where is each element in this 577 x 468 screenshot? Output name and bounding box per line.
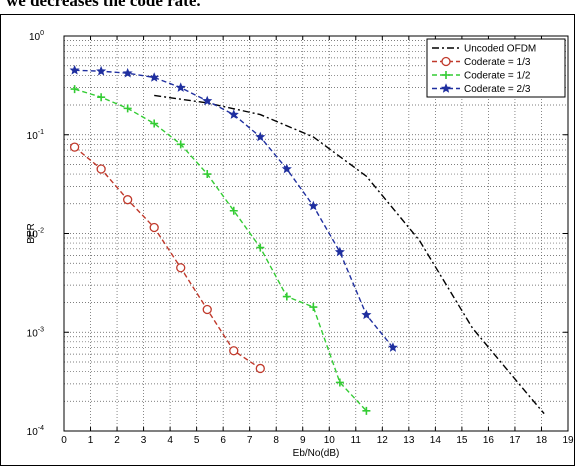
marker-circle <box>255 363 265 374</box>
legend: Uncoded OFDM Coderate = 1/3 Coderate = 1/2… <box>426 38 566 98</box>
marker-plus <box>229 206 238 215</box>
series-3 <box>69 64 398 352</box>
series-line <box>154 94 545 415</box>
marker-plus <box>362 406 371 415</box>
x-tick-label: 1 <box>88 435 94 446</box>
series-1 <box>69 142 265 374</box>
marker-plus <box>150 119 159 128</box>
x-tick-label: 0 <box>61 435 67 446</box>
marker-plus <box>282 292 291 301</box>
series-line <box>74 146 261 370</box>
grid-lines <box>64 36 568 431</box>
marker-plus <box>123 104 132 113</box>
x-tick-label: 15 <box>456 435 468 446</box>
marker-circle <box>96 164 106 174</box>
marker-plus <box>442 71 450 79</box>
marker-circle <box>441 56 451 67</box>
x-tick-label: 17 <box>509 435 521 446</box>
x-tick-label: 12 <box>377 435 389 446</box>
marker-plus <box>309 303 318 312</box>
series-0 <box>154 94 545 415</box>
marker-star <box>334 246 345 257</box>
legend-item: Coderate = 1/2 <box>432 71 531 82</box>
marker-plus <box>97 93 106 102</box>
x-tick-label: 14 <box>430 435 442 446</box>
y-tick-label: 100 <box>29 30 44 43</box>
y-axis-label: BER <box>26 223 37 244</box>
legend-item: Uncoded OFDM <box>432 44 536 55</box>
x-tick-label: 11 <box>351 435 362 446</box>
marker-star <box>96 65 107 76</box>
marker-star <box>255 131 266 142</box>
legend-item: Coderate = 2/3 <box>432 83 531 95</box>
marker-star <box>69 64 80 75</box>
y-tick-label: 10-1 <box>27 129 44 142</box>
x-tick-label: 4 <box>167 435 173 446</box>
axis-ticks: 0 1 2 3 4 5 6 7 8 9 10 11 12 13 14 15 16 17 18 1910010-110-… <box>27 30 574 446</box>
data-series <box>69 64 545 415</box>
marker-star <box>202 95 213 106</box>
legend-label: Coderate = 1/2 <box>464 71 531 82</box>
marker-star <box>361 309 372 320</box>
marker-star <box>228 109 239 119</box>
x-tick-label: 8 <box>273 435 279 446</box>
legend-label: Uncoded OFDM <box>464 44 536 55</box>
x-tick-label: 3 <box>141 435 147 446</box>
x-tick-label: 10 <box>324 435 336 446</box>
marker-plus <box>176 140 185 149</box>
y-tick-label: 10-4 <box>27 425 44 438</box>
legend-label: Coderate = 2/3 <box>464 84 531 95</box>
x-tick-label: 13 <box>403 435 415 446</box>
x-axis-label: Eb/No(dB) <box>293 448 340 459</box>
marker-plus <box>203 170 212 179</box>
legend-label: Coderate = 1/3 <box>464 57 531 68</box>
marker-star <box>387 342 398 352</box>
x-tick-label: 19 <box>562 435 574 446</box>
x-tick-label: 2 <box>114 435 120 446</box>
series-line <box>74 88 367 412</box>
y-tick-label: 10-3 <box>27 326 44 339</box>
series-2 <box>70 85 371 415</box>
marker-circle <box>69 142 80 152</box>
caption-fragment: we decreases the code rate. <box>6 0 201 10</box>
x-tick-label: 16 <box>483 435 495 446</box>
legend-item: Coderate = 1/3 <box>432 56 531 68</box>
marker-circle <box>229 346 239 356</box>
x-tick-label: 18 <box>536 435 548 446</box>
x-tick-label: 6 <box>220 435 226 446</box>
marker-star <box>440 83 452 93</box>
marker-star <box>122 67 133 78</box>
x-tick-label: 9 <box>300 435 306 446</box>
marker-star <box>308 200 319 211</box>
marker-star <box>149 72 160 82</box>
marker-plus <box>70 85 79 94</box>
marker-plus <box>256 243 265 252</box>
marker-circle <box>123 195 133 205</box>
marker-circle <box>149 222 159 233</box>
marker-circle <box>202 304 212 315</box>
marker-plus <box>335 378 344 387</box>
marker-star <box>175 82 186 92</box>
marker-star <box>281 163 292 174</box>
y-tick-label: 10-2 <box>27 228 44 241</box>
x-tick-label: 7 <box>247 435 253 446</box>
x-tick-label: 5 <box>194 435 200 446</box>
marker-circle <box>176 263 186 273</box>
